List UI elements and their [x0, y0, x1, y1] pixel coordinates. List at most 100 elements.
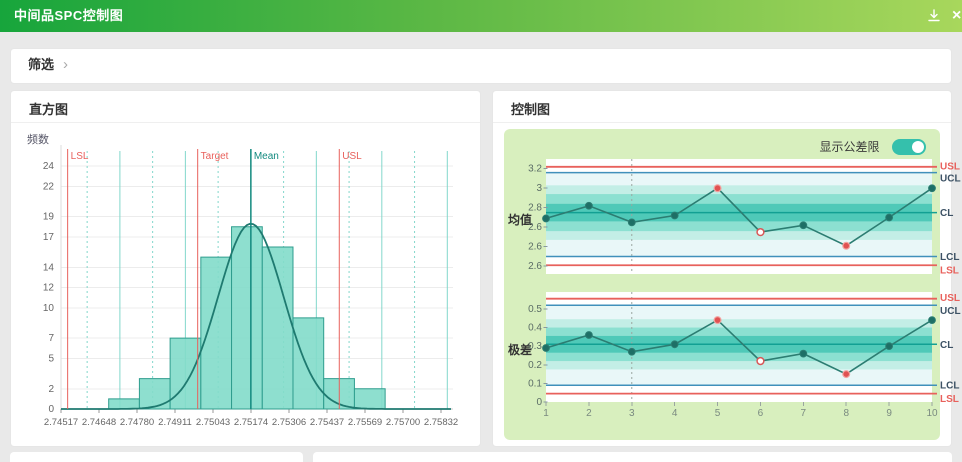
- hist-y-tick: 17: [43, 232, 55, 243]
- range-point-7[interactable]: [799, 349, 808, 358]
- histogram-bar[interactable]: [292, 317, 325, 410]
- ctrl-x-tick: 8: [843, 408, 849, 419]
- limit-label-UCL: UCL: [940, 306, 961, 317]
- hist-x-tick: 2.75437: [310, 417, 344, 428]
- mean-point-1[interactable]: [542, 214, 550, 223]
- hist-x-tick: 2.75306: [272, 417, 306, 428]
- range-point-5[interactable]: [713, 316, 722, 325]
- histogram-chart: 0 2 5 7 10 12 14 17 19 22 24 2.74517 2.74648 2.74780 2…: [43, 145, 458, 428]
- histogram-bar[interactable]: [353, 388, 386, 410]
- ctrl-y-tick: 0.3: [528, 341, 542, 352]
- range-point-10[interactable]: [928, 316, 936, 325]
- histogram-bar[interactable]: [169, 337, 202, 410]
- app-header: 中间品SPC控制图 ×: [0, 0, 962, 32]
- hist-y-tick: 2: [48, 384, 54, 395]
- hist-x-tick: 2.75700: [386, 417, 420, 428]
- ctrl-x-tick: 2: [586, 408, 592, 419]
- histogram-bar[interactable]: [261, 246, 294, 410]
- hist-x-tick: 2.74780: [120, 417, 154, 428]
- mean-control-chart: USL UCL CL LCL LSL 3.2 3 2.8 2.6 2.6 2.6: [528, 159, 961, 277]
- tolerance-toggle-label: 显示公差限: [819, 140, 880, 155]
- marker-label-LSL: LSL: [71, 151, 89, 162]
- histogram-panel-title: 直方图: [29, 102, 69, 117]
- range-point-1[interactable]: [542, 344, 550, 352]
- ctrl-x-tick: 9: [886, 408, 892, 419]
- close-icon[interactable]: ×: [952, 7, 962, 24]
- hist-y-tick: 0: [48, 404, 54, 415]
- ctrl-x-tick: 6: [758, 408, 764, 419]
- hist-y-tick: 14: [43, 262, 55, 273]
- range-point-4[interactable]: [670, 340, 679, 349]
- marker-label-USL: USL: [342, 151, 362, 162]
- histogram-bar[interactable]: [108, 398, 140, 410]
- ctrl-x-tick: 7: [801, 408, 807, 419]
- histogram-bar[interactable]: [231, 226, 263, 410]
- marker-label-Mean: Mean: [254, 151, 279, 162]
- hist-x-tick: 2.75174: [234, 417, 268, 428]
- limit-label-UCL: UCL: [940, 174, 961, 185]
- ctrl-y-tick: 0.1: [528, 378, 542, 389]
- limit-label-USL: USL: [940, 293, 960, 304]
- ctrl-x-tick: 3: [629, 408, 635, 419]
- ctrl-y-tick: 3: [536, 183, 542, 194]
- chevron-right-icon: ›: [63, 56, 68, 73]
- hist-x-tick: 2.74517: [44, 417, 78, 428]
- mean-point-5[interactable]: [713, 184, 722, 193]
- range-point-2[interactable]: [584, 331, 593, 339]
- mean-chart-label: 均值: [508, 213, 533, 227]
- divider: [11, 122, 480, 123]
- hist-y-tick: 22: [43, 181, 55, 192]
- range-point-6[interactable]: [756, 356, 765, 366]
- limit-label-LSL: LSL: [940, 266, 959, 277]
- histogram-bar[interactable]: [138, 378, 171, 410]
- next-row-panel-right: [313, 452, 952, 462]
- hist-y-tick: 24: [43, 161, 55, 172]
- filter-bar[interactable]: 筛选 ›: [10, 48, 952, 84]
- ctrl-y-tick: 2.6: [528, 222, 542, 233]
- limit-label-LCL: LCL: [940, 252, 959, 263]
- histogram-bar[interactable]: [200, 256, 233, 410]
- mean-point-7[interactable]: [799, 221, 808, 230]
- mean-series-line: [545, 187, 933, 247]
- range-control-chart: USL UCL CL LCL LSL 0.5 0.4 0.3 0.2 0.1 01 2 3 4 5 6 7 8 9 1…: [528, 292, 961, 419]
- ctrl-x-tick: 4: [672, 408, 678, 419]
- mean-point-6[interactable]: [756, 227, 765, 237]
- download-icon[interactable]: [926, 8, 942, 24]
- mean-point-2[interactable]: [584, 201, 593, 210]
- toggle-knob: [912, 140, 924, 153]
- hist-y-tick: 7: [48, 333, 54, 344]
- control-panel-title: 控制图: [511, 102, 551, 117]
- mean-point-4[interactable]: [670, 211, 679, 220]
- hist-x-tick: 2.75043: [196, 417, 230, 428]
- hist-x-tick: 2.74648: [82, 417, 116, 428]
- ctrl-x-tick: 10: [926, 408, 938, 419]
- limit-label-USL: USL: [940, 161, 960, 172]
- hist-y-tick: 12: [43, 283, 55, 294]
- filter-label: 筛选: [28, 57, 55, 72]
- ctrl-y-tick: 0.2: [528, 360, 542, 371]
- ctrl-y-tick: 3.2: [528, 164, 542, 175]
- range-series-line: [545, 319, 933, 376]
- hist-x-tick: 2.75832: [424, 417, 458, 428]
- bell-curve: [61, 222, 451, 410]
- mean-point-10[interactable]: [928, 184, 936, 193]
- page-title: 中间品SPC控制图: [14, 8, 124, 23]
- mean-point-9[interactable]: [885, 213, 894, 222]
- ctrl-y-tick: 2.6: [528, 261, 542, 272]
- range-point-8[interactable]: [842, 370, 851, 379]
- tolerance-toggle[interactable]: [892, 138, 926, 155]
- mean-point-3[interactable]: [627, 218, 636, 227]
- control-chart-container: 显示公差限 均值 极差 USL UCL CL LCL LSL 3.2 3 2.8 2.6 2.6 2…: [504, 129, 961, 440]
- histogram-y-axis-label: 频数: [27, 134, 49, 146]
- ctrl-y-tick: 0: [536, 397, 542, 408]
- limit-label-LSL: LSL: [940, 394, 959, 405]
- range-point-9[interactable]: [885, 342, 894, 351]
- ctrl-y-tick: 2.6: [528, 242, 542, 253]
- ctrl-y-tick: 2.8: [528, 203, 542, 214]
- divider: [493, 122, 951, 123]
- mean-point-8[interactable]: [842, 241, 851, 250]
- range-point-3[interactable]: [627, 347, 636, 356]
- limit-label-CL: CL: [940, 208, 953, 219]
- hist-x-tick: 2.75569: [348, 417, 382, 428]
- hist-y-tick: 10: [43, 303, 55, 314]
